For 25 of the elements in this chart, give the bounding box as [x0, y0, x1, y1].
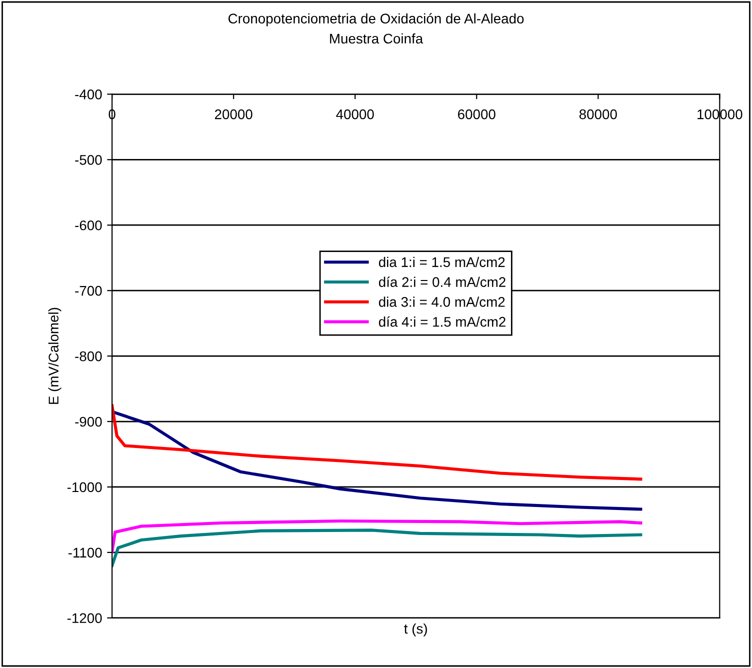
y-tick-label: -700 [75, 286, 102, 296]
y-tick-label: -400 [75, 90, 102, 100]
y-tick-label: -500 [75, 154, 102, 165]
chart-subtitle: Muestra Coinfa [330, 33, 424, 44]
line-series [112, 410, 642, 511]
x-axis-title: t (s) [404, 623, 427, 636]
line-series [112, 519, 642, 554]
y-tick-label: -800 [75, 351, 102, 362]
legend-label: día 4:i = 1.5 mA/cm2 [378, 316, 506, 327]
chart-title: Cronopotenciometria de Oxidación de Al-Aleado [228, 13, 524, 26]
y-tick-label: -900 [75, 416, 102, 427]
line-series [112, 404, 642, 481]
x-tick-label: 80000 [579, 109, 617, 120]
y-tick-label: -1100 [68, 548, 102, 558]
x-tick-label: 40000 [336, 109, 374, 120]
y-tick-label: -600 [75, 220, 102, 230]
legend-label: dia 1:i = 1.5 mA/cm2 [378, 256, 505, 268]
legend-label: dia 3:i = 4.0 mA/cm2 [378, 296, 505, 307]
y-axis-title: E (mV/Calomel) [48, 308, 62, 404]
y-tick-label: -1000 [67, 482, 102, 492]
x-tick-label: 60000 [458, 109, 496, 120]
line-series [112, 528, 642, 568]
legend-label: día 2:i = 0.4 mA/cm2 [378, 276, 506, 287]
x-tick-label: 20000 [214, 109, 252, 120]
y-tick-label: -1200 [67, 613, 102, 624]
